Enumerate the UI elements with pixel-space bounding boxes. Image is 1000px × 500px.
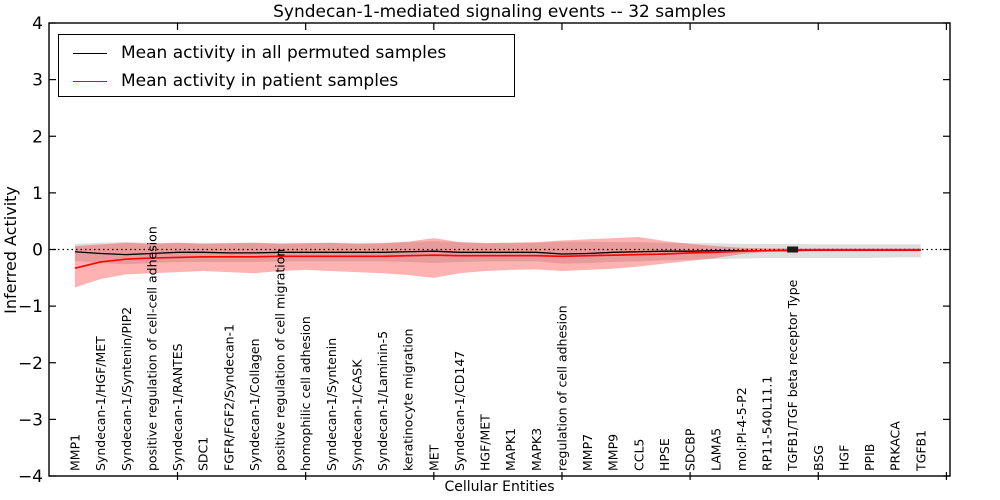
chart-title: Syndecan-1-mediated signaling events -- … [273, 2, 726, 22]
x-tick-label: HGF/MET [478, 414, 493, 471]
y-tick-label: 4 [32, 14, 43, 34]
x-tick-label: positive regulation of cell-cell adhesio… [144, 226, 159, 471]
axes-frame [48, 22, 951, 477]
legend-label: Mean activity in all permuted samples [121, 43, 447, 63]
y-tick-labels: 4 3 2 1 0 −1 −2 −3 −4 [18, 14, 43, 487]
x-tick-label: mol:PI-4-5-P2 [734, 387, 749, 471]
x-tick-label: LAMA5 [708, 428, 723, 471]
patient-mean-path [74, 249, 921, 269]
permuted-line-swatch [73, 52, 107, 54]
x-tick-label: HGF [836, 445, 851, 471]
patient-mean-line [74, 249, 921, 269]
x-tick-label: MAPK1 [503, 428, 518, 471]
x-tick-label: homophilic cell adhesion [298, 316, 313, 471]
marker-square [787, 246, 799, 253]
x-tick-label: HPSE [657, 438, 672, 471]
x-tick-label: keratinocyte migration [401, 329, 416, 471]
x-tick-label: TGFB1 [913, 430, 928, 472]
x-tick-label: BSG [811, 445, 826, 471]
x-tick-label: Syndecan-1/Collagen [247, 338, 262, 471]
y-tick-label: 1 [32, 184, 43, 204]
x-tick-label: MAPK3 [529, 428, 544, 471]
x-tick-label: MMP9 [606, 434, 621, 471]
patient-band [75, 237, 921, 288]
x-tick-label: TGFB1/TGF beta receptor Type [785, 279, 800, 472]
x-tick-label: PRKACA [888, 421, 903, 471]
legend: Mean activity in all permuted samples Me… [58, 34, 515, 97]
x-tick-label: Syndecan-1/HGF/MET [93, 336, 108, 471]
x-tick-label: FGFR/FGF2/Syndecan-1 [221, 324, 236, 471]
y-tick-label: −3 [18, 410, 43, 430]
x-tick-label: Syndecan-1/Syntenin/PIP2 [119, 307, 134, 471]
x-tick-label: Syndecan-1/Syntenin [324, 338, 339, 471]
x-axis-label: Cellular Entities [444, 479, 555, 495]
outlier-marker [787, 246, 799, 253]
y-tick-label: 2 [32, 127, 43, 147]
x-tick-labels: MMP1 Syndecan-1/HGF/MET Syndecan-1/Synteni… [68, 226, 929, 472]
x-tick-label: Syndecan-1/CASK [349, 359, 364, 471]
x-tick-label: Syndecan-1/CD147 [452, 351, 467, 471]
y-axis-label: Inferred Activity [1, 186, 20, 314]
x-tick-label: CCL5 [631, 439, 646, 471]
legend-entry-patient: Mean activity in patient samples [59, 69, 398, 93]
x-tick-label: MMP7 [580, 434, 595, 471]
x-axis-ticks [176, 23, 948, 480]
y-tick-label: 0 [32, 241, 43, 261]
x-tick-label: MMP1 [68, 434, 83, 471]
legend-label: Mean activity in patient samples [121, 71, 399, 91]
x-tick-label: Syndecan-1/RANTES [170, 343, 185, 471]
x-tick-label: PPIB [862, 444, 877, 471]
x-tick-label: Syndecan-1/Laminin-5 [375, 331, 390, 471]
y-tick-label: −4 [18, 467, 43, 487]
x-tick-label: RP11-540L11.1 [760, 376, 775, 471]
x-tick-label: SDCBP [683, 428, 698, 471]
x-tick-label: positive regulation of cell migration [273, 249, 288, 471]
y-tick-label: 3 [32, 71, 43, 91]
y-tick-label: −2 [18, 354, 43, 374]
y-tick-label: −1 [18, 297, 43, 317]
patient-line-swatch [73, 80, 107, 82]
x-tick-label: regulation of cell adhesion [554, 305, 569, 471]
x-tick-label: MET [426, 444, 441, 471]
patient-activity-range [75, 237, 921, 288]
x-tick-label: SDC1 [196, 437, 211, 471]
legend-entry-permuted: Mean activity in all permuted samples [59, 41, 446, 65]
